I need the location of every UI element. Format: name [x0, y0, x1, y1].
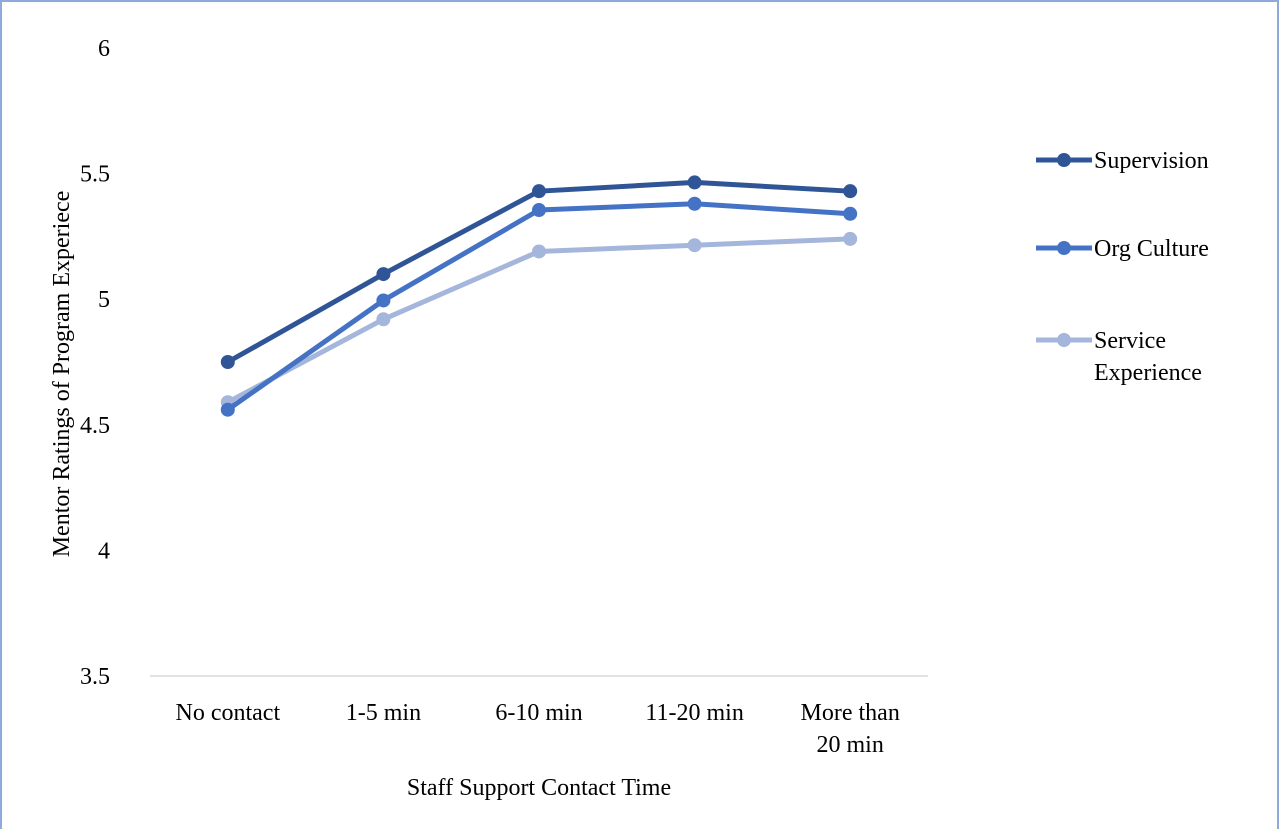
legend-label: Org Culture [1094, 236, 1209, 262]
data-point [687, 196, 702, 211]
legend-marker [1057, 241, 1071, 255]
x-tick-label: 1-5 min [346, 700, 421, 726]
x-tick-label-line: More than [801, 700, 900, 726]
legend-label: Supervision [1094, 148, 1209, 174]
x-tick-label-line: 20 min [817, 732, 884, 758]
x-tick-label: More than 20 min [801, 700, 900, 758]
legend-label-line: Experience [1094, 360, 1202, 386]
x-tick-label: 6-10 min [495, 700, 582, 726]
y-axis-title: Mentor Ratings of Program Experiece [49, 191, 75, 558]
x-tick-label-line: 1-5 min [346, 700, 421, 726]
data-point [532, 203, 546, 218]
y-tick-label: 4 [98, 538, 110, 564]
axis-layer: 3.5 4 4.5 5 5.5 6 No contact 1-5 min 6-10 min 11-… [80, 36, 928, 758]
data-point [687, 238, 702, 253]
y-tick-label: 5 [98, 287, 110, 313]
legend-label-line: Service [1094, 328, 1166, 354]
legend-label-line: Supervision [1094, 148, 1209, 174]
y-tick-label: 6 [98, 36, 110, 62]
legend-label-line: Org Culture [1094, 236, 1209, 262]
data-point [376, 293, 391, 308]
legend-marker [1057, 153, 1071, 167]
x-tick-label-line: 6-10 min [495, 700, 582, 726]
data-point [843, 184, 858, 199]
x-tick-label-line: 11-20 min [645, 700, 743, 726]
x-axis-title: Staff Support Contact Time [407, 775, 671, 801]
data-point [843, 206, 858, 221]
data-point [843, 231, 858, 246]
legend-label: Service Experience [1094, 328, 1202, 386]
x-tick-label-line: No contact [175, 700, 280, 726]
series-layer [220, 175, 858, 417]
data-point [220, 355, 235, 369]
legend-marker [1057, 333, 1071, 347]
data-point [220, 402, 235, 417]
legend: Supervision Org Culture Service Experience [1036, 148, 1209, 386]
y-tick-label: 3.5 [80, 664, 110, 690]
data-point [376, 267, 391, 282]
data-point [376, 312, 391, 327]
x-tick-label: 11-20 min [645, 700, 743, 726]
data-point [687, 175, 702, 190]
data-point [532, 184, 546, 199]
series-line-3 [225, 236, 853, 405]
y-tick-label: 4.5 [80, 413, 110, 439]
x-tick-label: No contact [175, 700, 280, 726]
data-point [532, 244, 546, 259]
y-tick-label: 5.5 [80, 162, 110, 188]
